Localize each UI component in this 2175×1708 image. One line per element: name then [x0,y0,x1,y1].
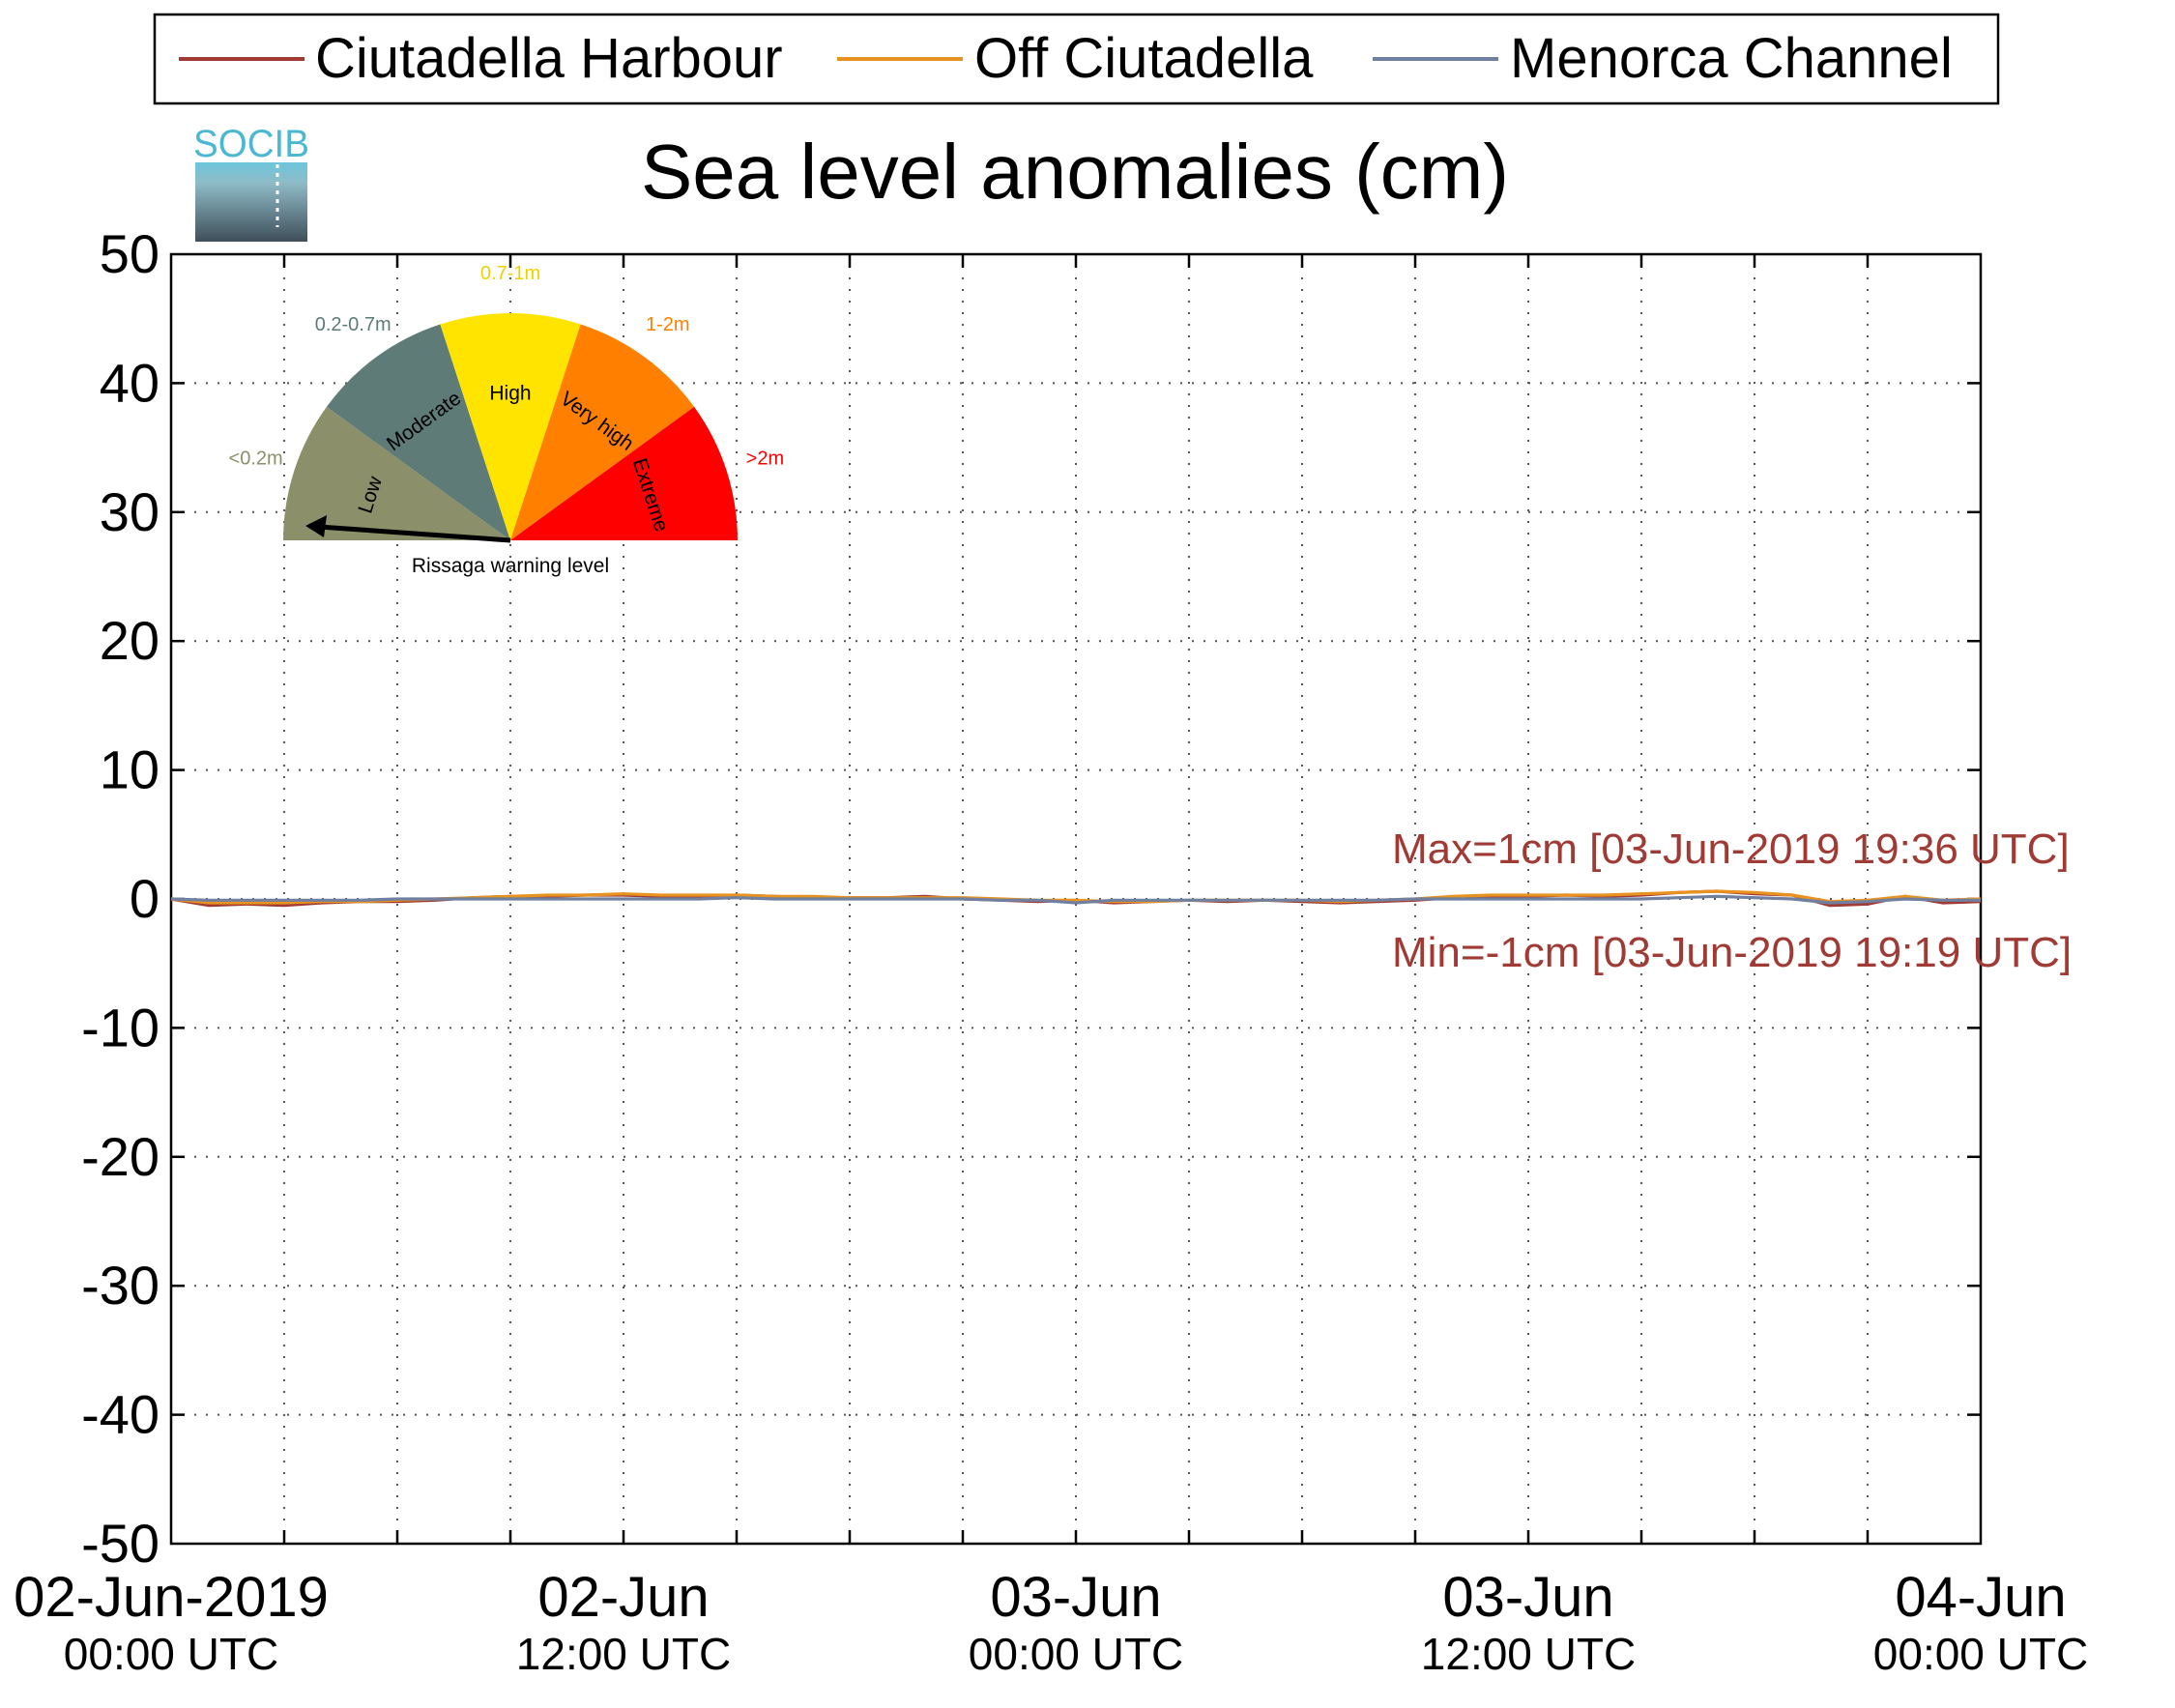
socib-logo-text: SOCIB [193,123,309,165]
legend-label-off-ciutadella: Off Ciutadella [974,27,1314,90]
legend-label-menorca-channel: Menorca Channel [1510,27,1953,90]
gauge-sector-high [440,313,581,540]
gauge-range-label-high: 0.7-1m [480,263,540,284]
y-tick-labels: -50 -40 -30 -20 -10 0 10 20 30 40 50 [81,223,160,1574]
x-tick-label-time: 00:00 UTC [1873,1629,2088,1679]
gauge-range-label-moderate: 0.2-0.7m [315,314,392,335]
max-annotation: Max=1cm [03-Jun-2019 19:36 UTC] [1392,825,2070,873]
y-tick-label: 10 [100,739,160,800]
y-tick-label: 20 [100,610,160,671]
legend-label-ciutadella-harbour: Ciutadella Harbour [315,27,783,90]
x-tick-label-date: 03-Jun [1442,1566,1613,1629]
gauge-range-label-low: <0.2m [229,448,283,469]
x-tick-label-date: 02-Jun [537,1566,709,1629]
legend-box [153,13,2000,105]
y-tick-label: -10 [81,997,160,1057]
y-tick-label: -30 [81,1255,160,1316]
x-tick-label-date: 04-Jun [1895,1566,2066,1629]
gauge-caption: Rissaga warning level [412,555,609,577]
rissaga-gauge: Low Moderate High Very high Extreme <0.2… [229,263,785,577]
y-tick-label: 40 [100,352,160,413]
x-tick-label-date: 02-Jun-2019 [14,1566,329,1629]
x-tick-label-time: 12:00 UTC [516,1629,731,1679]
chart-title: Sea level anomalies (cm) [641,129,1509,215]
series-line-menorca-channel [170,894,1981,905]
min-annotation: Min=-1cm [03-Jun-2019 19:19 UTC] [1392,929,2072,976]
x-tick-label-date: 03-Jun [990,1566,1161,1629]
x-tick-label-time: 12:00 UTC [1421,1629,1636,1679]
socib-logo-mark [195,162,307,242]
y-tick-label: -20 [81,1126,160,1187]
series-lines [170,889,1982,908]
gauge-sector-extreme [510,406,738,540]
gauge-range-label-extreme: >2m [746,448,784,469]
gauge-needle [318,524,511,543]
socib-logo: SOCIB [193,123,309,242]
gauge-sector-moderate [326,324,510,540]
y-tick-label: 50 [100,223,160,284]
x-tick-label-time: 00:00 UTC [64,1629,278,1679]
gauge-needle-arrowhead [305,515,327,537]
gauge-sector-label-high: High [489,382,531,404]
y-tick-label: -50 [81,1513,160,1574]
y-tick-label: 0 [130,868,160,929]
legend: Ciutadella Harbour Off Ciutadella Menorc… [153,13,2000,105]
y-tick-label: 30 [100,481,160,542]
axis-ticks [171,254,1981,1544]
x-tick-label-time: 00:00 UTC [969,1629,1183,1679]
gauge-range-label-very-high: 1-2m [646,314,690,335]
gauge-sector-low [283,406,510,540]
y-tick-label: -40 [81,1384,160,1445]
gauge-sector-very-high [510,324,695,540]
